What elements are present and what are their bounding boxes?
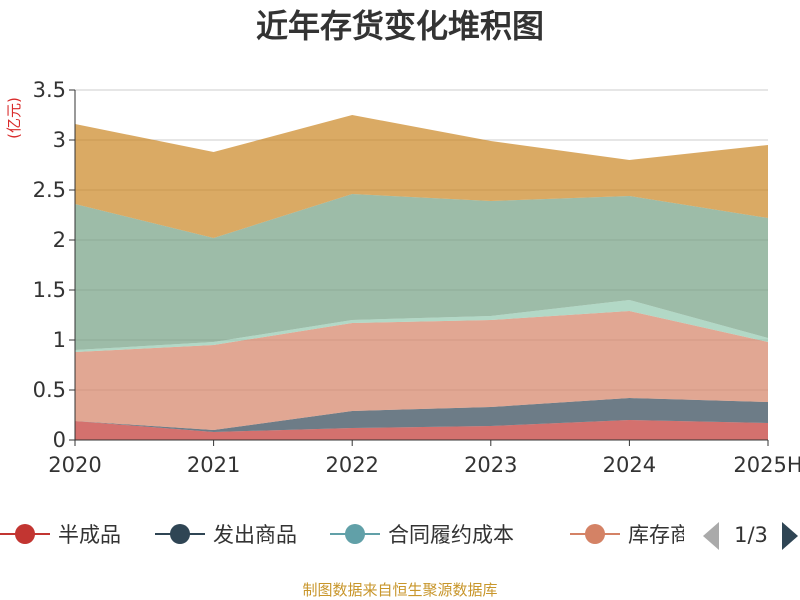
x-tick-label: 2022: [325, 453, 378, 477]
legend-item[interactable]: 合同履约成本: [330, 523, 514, 547]
y-tick-label: 2: [53, 228, 66, 252]
legend-item[interactable]: 库存商: [570, 523, 691, 547]
legend-label: 发出商品: [213, 523, 297, 547]
area-series-0: [75, 420, 768, 440]
y-tick-label: 3.5: [33, 78, 66, 102]
y-tick-label: 1: [53, 328, 66, 352]
axes: 0 0.5 1 1.5 2 2.5 3 3.5 2020 2021 2022 2023 2024 2025…: [33, 78, 800, 477]
legend-next-arrow-icon[interactable]: [782, 522, 798, 550]
legend-marker: [345, 524, 365, 544]
legend-prev-arrow-icon[interactable]: [703, 522, 719, 550]
area-series-1: [75, 398, 768, 432]
y-axis-label: (亿元): [5, 97, 23, 139]
legend-label: 半成品: [58, 523, 121, 547]
legend[interactable]: 半成品 发出商品 合同履约成本 库存商 1/3: [0, 512, 800, 556]
legend-clip-mask: [684, 512, 800, 556]
source-note: 制图数据来自恒生聚源数据库: [302, 581, 497, 599]
y-tick-label: 0.5: [33, 378, 66, 402]
y-tick-label: 1.5: [33, 278, 66, 302]
x-tick-label: 2024: [603, 453, 656, 477]
legend-item[interactable]: 发出商品: [155, 523, 297, 547]
y-tick-label: 3: [53, 128, 66, 152]
legend-label: 库存商: [628, 523, 691, 547]
legend-label: 合同履约成本: [388, 523, 514, 547]
x-tick-label: 2021: [187, 453, 240, 477]
x-tick-label: 2025H: [733, 453, 800, 477]
y-tick-label: 0: [53, 428, 66, 452]
area-series-5: [75, 194, 768, 350]
legend-marker: [15, 524, 35, 544]
area-series-3: [75, 311, 768, 430]
area-series-6: [75, 115, 768, 238]
x-tick-label: 2023: [464, 453, 517, 477]
stacked-areas: [75, 115, 768, 440]
x-tick-label: 2020: [48, 453, 101, 477]
y-tick-label: 2.5: [33, 178, 66, 202]
legend-marker: [585, 524, 605, 544]
legend-item[interactable]: 半成品: [0, 523, 121, 547]
legend-page-indicator: 1/3: [734, 523, 768, 547]
legend-marker: [170, 524, 190, 544]
area-series-4: [75, 300, 768, 352]
chart-title: 近年存货变化堆积图: [256, 7, 544, 45]
